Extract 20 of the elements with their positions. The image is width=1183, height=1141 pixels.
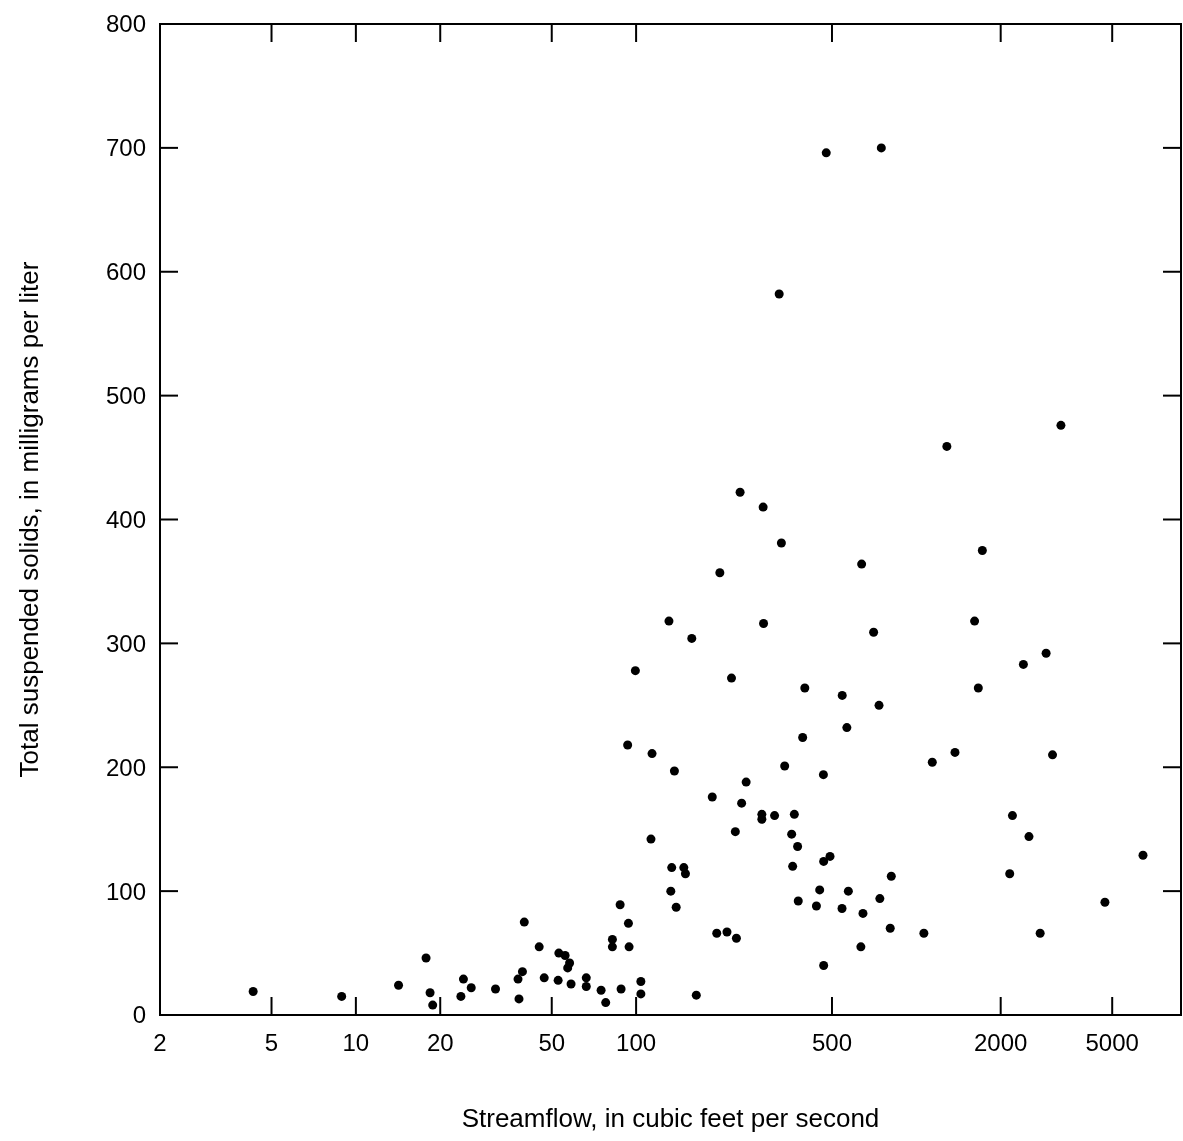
y-axis-title: Total suspended solids, in milligrams per liter: [14, 261, 44, 778]
x-tick-label: 5: [264, 1029, 279, 1056]
x-tick-label: 50: [538, 1029, 566, 1056]
y-tick-label: 200: [105, 753, 146, 781]
y-tick-label: 400: [105, 505, 146, 533]
x-tick-label: 100: [616, 1029, 657, 1056]
y-tick-label: 300: [105, 629, 146, 657]
x-axis-title: Streamflow, in cubic feet per second: [461, 1103, 880, 1133]
y-tick-label: 100: [105, 877, 146, 905]
x-tick-label: 5000: [1085, 1029, 1139, 1056]
x-tick-label: 20: [426, 1029, 454, 1056]
x-tick-label: 2: [153, 1029, 167, 1056]
x-tick-label: 10: [342, 1029, 370, 1056]
x-tick-label: 2000: [973, 1029, 1028, 1056]
x-tick-label: 500: [811, 1029, 852, 1056]
y-tick-label: 700: [105, 134, 146, 162]
y-tick-label: 800: [105, 10, 146, 38]
y-tick-label: 500: [105, 382, 146, 410]
y-tick-label: 600: [105, 258, 146, 286]
y-tick-label: 0: [132, 1001, 146, 1029]
